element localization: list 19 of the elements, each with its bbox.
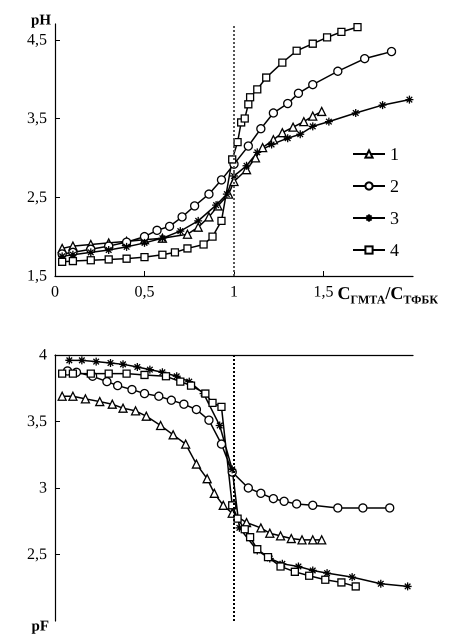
y-tick-label: 4,5 [27,31,47,48]
legend-label: 2 [390,176,399,196]
y-tick-label: 2,5 [27,546,47,563]
y-tick-label: 4 [39,346,47,364]
legend-label: 4 [390,240,399,260]
y-tick-label: 1,5 [27,268,47,284]
x-tick-label: 1,5 [314,284,334,300]
x-axis-title: C$_{ГМТА}$/C$_{ТФБК}$ [338,282,438,307]
y-axis-title: pH [30,12,52,28]
y-tick-label: 3,5 [27,110,47,127]
y-tick-label: 3 [39,480,47,496]
legend-label: 1 [390,144,399,164]
y-tick-label: 2,5 [27,188,47,206]
y-tick-label: 3,5 [27,413,47,430]
y-axis-title: pF [31,618,49,634]
x-tick-label: 0,5 [134,284,154,300]
x-tick-label: 0 [51,284,59,300]
x-tick-label: 1 [230,284,238,300]
legend-label: 3 [390,208,399,228]
